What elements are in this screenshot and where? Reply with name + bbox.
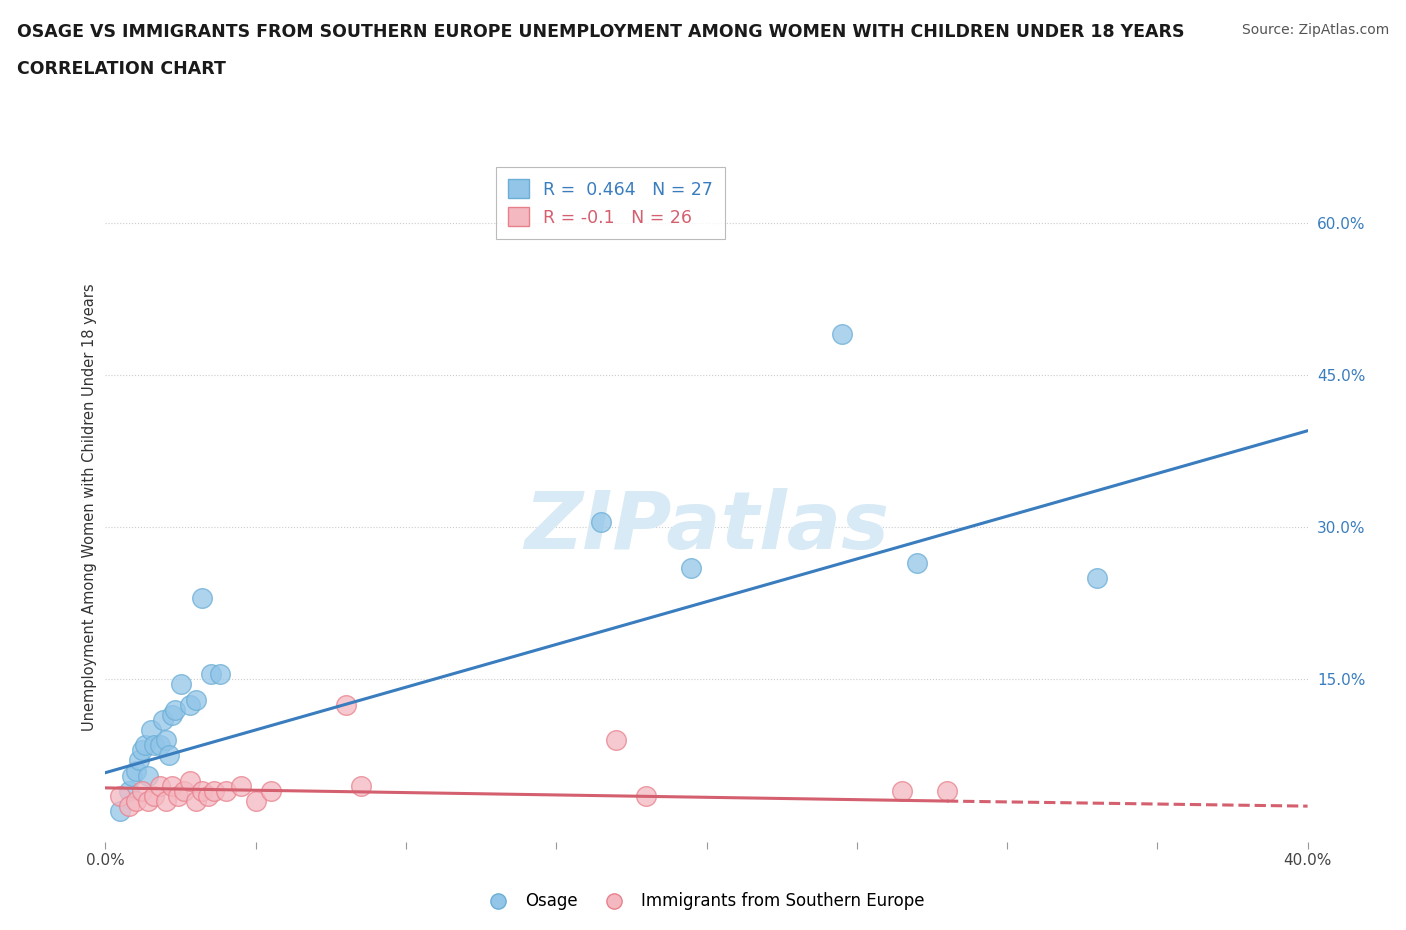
Point <box>184 692 207 707</box>
Point <box>831 327 853 342</box>
Point <box>118 799 141 814</box>
Point <box>128 753 150 768</box>
Point <box>110 804 132 818</box>
Text: ZIPatlas: ZIPatlas <box>524 488 889 566</box>
Point <box>200 667 222 682</box>
Point <box>134 737 156 752</box>
Point <box>160 708 183 723</box>
Point <box>155 793 177 808</box>
Point <box>890 783 912 798</box>
Point <box>136 793 159 808</box>
Text: CORRELATION CHART: CORRELATION CHART <box>17 60 226 78</box>
Point <box>591 514 613 529</box>
Point <box>160 778 183 793</box>
Point <box>229 778 252 793</box>
Point <box>936 783 959 798</box>
Point <box>905 555 928 570</box>
Point <box>173 783 195 798</box>
Point <box>152 712 174 727</box>
Point <box>1085 570 1108 585</box>
Text: Source: ZipAtlas.com: Source: ZipAtlas.com <box>1241 23 1389 37</box>
Point <box>179 774 201 789</box>
Point <box>184 793 207 808</box>
Point <box>335 698 357 712</box>
Point <box>148 737 170 752</box>
Point <box>148 778 170 793</box>
Point <box>124 793 146 808</box>
Point <box>169 677 191 692</box>
Point <box>163 702 186 717</box>
Point <box>131 783 153 798</box>
Point <box>179 698 201 712</box>
Point <box>110 789 132 804</box>
Y-axis label: Unemployment Among Women with Children Under 18 years: Unemployment Among Women with Children U… <box>82 283 97 731</box>
Point <box>118 783 141 798</box>
Point <box>636 789 658 804</box>
Point <box>121 768 143 783</box>
Point <box>139 723 162 737</box>
Point <box>136 768 159 783</box>
Point <box>142 737 165 752</box>
Point <box>131 743 153 758</box>
Point <box>605 733 627 748</box>
Point <box>142 789 165 804</box>
Point <box>208 667 231 682</box>
Point <box>155 733 177 748</box>
Point <box>214 783 236 798</box>
Point <box>681 560 703 575</box>
Point <box>202 783 225 798</box>
Legend: R =  0.464   N = 27, R = -0.1   N = 26: R = 0.464 N = 27, R = -0.1 N = 26 <box>496 167 725 239</box>
Point <box>245 793 267 808</box>
Point <box>157 748 180 763</box>
Point <box>260 783 283 798</box>
Point <box>124 764 146 778</box>
Point <box>197 789 219 804</box>
Point <box>166 789 188 804</box>
Point <box>190 783 212 798</box>
Legend: Osage, Immigrants from Southern Europe: Osage, Immigrants from Southern Europe <box>475 885 931 917</box>
Point <box>350 778 373 793</box>
Point <box>190 591 212 605</box>
Text: OSAGE VS IMMIGRANTS FROM SOUTHERN EUROPE UNEMPLOYMENT AMONG WOMEN WITH CHILDREN : OSAGE VS IMMIGRANTS FROM SOUTHERN EUROPE… <box>17 23 1184 41</box>
